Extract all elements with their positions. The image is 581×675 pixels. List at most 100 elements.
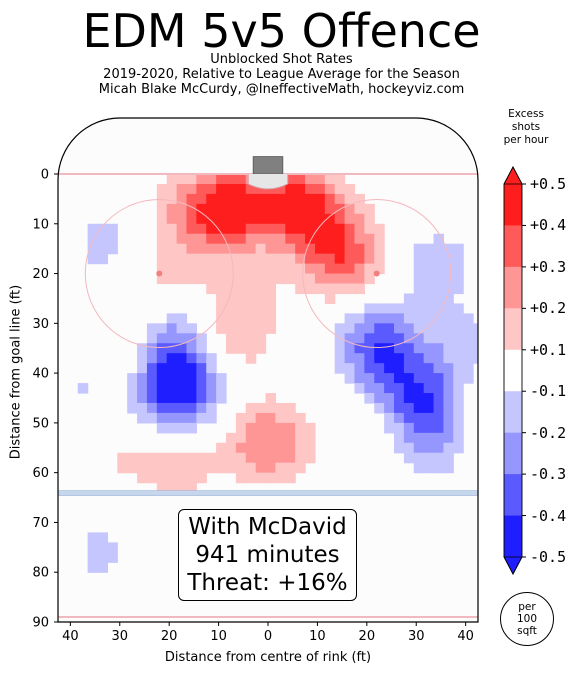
heat-cell — [374, 383, 385, 394]
heat-cell — [146, 343, 158, 354]
heat-cell — [364, 233, 375, 245]
heat-cell — [97, 542, 109, 553]
heat-cell — [235, 333, 247, 344]
heat-cell — [403, 432, 415, 444]
heat-cell — [403, 343, 415, 354]
heat-cell — [314, 283, 326, 295]
heat-cell — [413, 412, 425, 424]
x-tick-label: 0 — [264, 629, 272, 644]
heat-cell — [196, 412, 207, 424]
heat-cell — [245, 472, 257, 484]
heat-cell — [87, 233, 99, 245]
heat-cell — [176, 402, 188, 414]
heat-cell — [255, 243, 267, 255]
heat-cell — [146, 472, 158, 484]
y-tick-label: 0 — [41, 168, 49, 183]
heat-cell — [403, 293, 415, 305]
colorbar-title-line: shots — [511, 121, 541, 133]
heat-cell — [255, 432, 267, 444]
heat-cell — [394, 303, 405, 314]
heat-cell — [166, 174, 178, 185]
heat-cell — [265, 472, 277, 484]
heat-cell — [146, 452, 158, 464]
heat-cell — [423, 402, 435, 414]
heat-cell — [314, 253, 326, 265]
heat-cell — [334, 233, 346, 245]
heat-cell — [245, 213, 257, 225]
heat-cell — [137, 353, 148, 364]
heat-cell — [324, 243, 336, 255]
heat-cell — [146, 383, 158, 394]
heat-cell — [384, 373, 395, 384]
heat-cell — [156, 412, 168, 424]
y-tick-label: 30 — [32, 317, 49, 332]
heat-cell — [453, 273, 464, 285]
heat-cell — [245, 462, 257, 474]
x-tick-label: 40 — [62, 629, 79, 644]
colorbar-segment — [504, 225, 522, 268]
heat-cell — [413, 343, 425, 354]
heat-cell — [433, 313, 445, 324]
heat-cell — [216, 233, 227, 245]
heat-cell — [216, 293, 227, 305]
unit-line: 100 — [516, 613, 538, 625]
heat-cell — [226, 333, 237, 344]
heat-cell — [344, 223, 356, 235]
heat-cell — [176, 183, 188, 195]
heat-cell — [463, 313, 474, 324]
heat-cell — [206, 353, 217, 364]
heat-cell — [413, 402, 425, 414]
heat-cell — [206, 373, 217, 384]
heat-cell — [156, 393, 168, 404]
heat-cell — [196, 363, 207, 374]
colorbar-tick-label: -0.5 — [530, 548, 567, 566]
heat-cell — [186, 472, 197, 484]
heat-cell — [137, 363, 148, 374]
colorbar-segment — [504, 474, 522, 516]
heat-cell — [344, 233, 356, 245]
heat-cell — [384, 353, 395, 364]
heat-cell — [354, 273, 365, 285]
heat-cell — [295, 283, 306, 295]
heat-cell — [463, 373, 474, 384]
heat-cell — [473, 353, 478, 364]
heat-cell — [117, 462, 128, 474]
heat-cell — [285, 223, 296, 235]
heat-cell — [295, 233, 306, 245]
heat-cell — [374, 393, 385, 404]
heat-cell — [354, 363, 365, 374]
faceoff-circle-left — [84, 199, 234, 349]
heat-cell — [354, 243, 365, 255]
heat-cell — [413, 313, 425, 324]
heat-cell — [453, 393, 464, 404]
heat-cell — [186, 233, 197, 245]
heat-cell — [453, 442, 464, 454]
heat-cell — [156, 482, 168, 494]
heat-cell — [453, 323, 464, 334]
heat-cell — [374, 353, 385, 364]
heat-cell — [196, 472, 207, 484]
heat-cell — [156, 263, 168, 275]
heat-cell — [443, 323, 454, 334]
y-tick-label: 60 — [32, 466, 49, 481]
heat-cell — [97, 233, 109, 245]
heat-cell — [216, 323, 227, 334]
heat-cell — [354, 233, 365, 245]
heat-cell — [216, 253, 227, 265]
heat-cell — [127, 402, 138, 414]
heat-cell — [334, 343, 346, 354]
heat-cell — [413, 253, 425, 265]
heat-cell — [166, 273, 178, 285]
heat-cell — [166, 213, 178, 225]
heat-cell — [245, 442, 257, 454]
colorbar-segment — [504, 266, 522, 309]
heat-cell — [226, 283, 237, 295]
heat-cell — [245, 402, 257, 414]
heat-cell — [156, 353, 168, 364]
heat-cell — [255, 313, 267, 324]
heat-cell — [403, 442, 415, 454]
heat-cell — [314, 183, 326, 195]
heat-cell — [196, 353, 207, 364]
heat-cell — [413, 303, 425, 314]
heat-cell — [344, 273, 356, 285]
